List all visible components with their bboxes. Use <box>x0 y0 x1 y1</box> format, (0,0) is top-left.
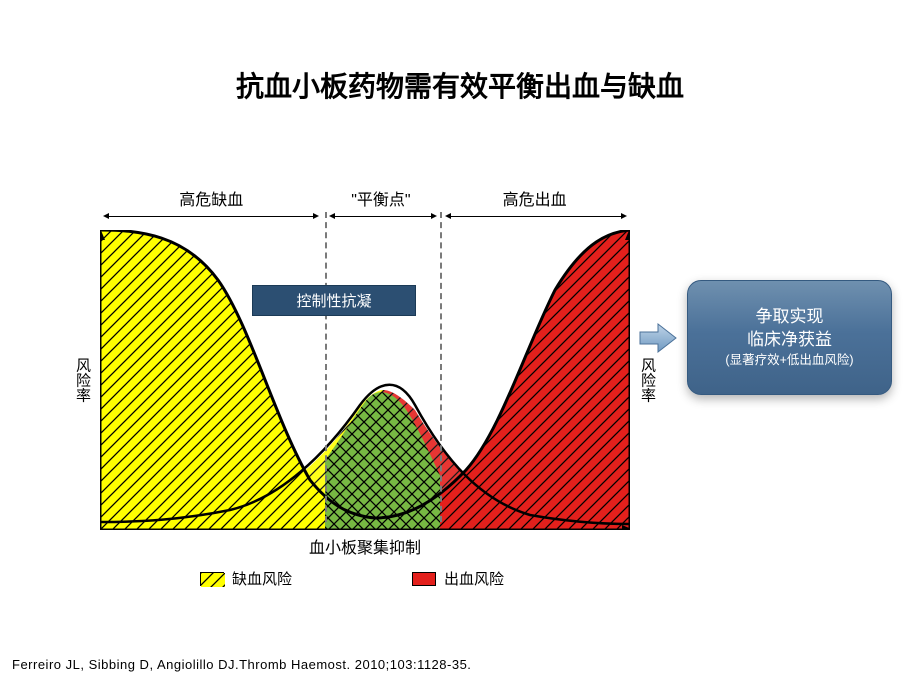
y-axis-right-label: 风险率 <box>637 358 658 403</box>
legend: 缺血风险 出血风险 <box>200 568 504 589</box>
swatch-yellow <box>200 572 224 586</box>
divider-right <box>440 212 442 522</box>
control-box: 控制性抗凝 <box>252 285 416 316</box>
zone-arrow-right <box>450 216 622 217</box>
zone-arrow-left <box>108 216 314 217</box>
chart-svg <box>100 230 630 530</box>
x-axis-label: 血小板聚集抑制 <box>309 534 421 558</box>
divider-left <box>325 212 327 522</box>
page-title: 抗血小板药物需有效平衡出血与缺血 <box>0 0 920 105</box>
zone-right-label: 高危出血 <box>439 186 630 210</box>
callout-line1: 争取实现 <box>694 306 885 329</box>
swatch-red <box>412 572 436 586</box>
plot: 风险率 风险率 血小板聚集抑制 控制性抗凝 <box>100 230 630 530</box>
zone-labels: 高危缺血 "平衡点" 高危出血 <box>100 186 630 210</box>
zone-arrow-mid <box>334 216 432 217</box>
callout-line3: (显著疗效+低出血风险) <box>694 352 885 370</box>
callout-line2: 临床净获益 <box>694 329 885 352</box>
zone-arrow-row <box>100 210 630 222</box>
y-axis-left-label: 风险率 <box>72 358 93 403</box>
callout-box: 争取实现 临床净获益 (显著疗效+低出血风险) <box>687 280 892 395</box>
zone-mid-label: "平衡点" <box>323 186 440 210</box>
chart-area: 高危缺血 "平衡点" 高危出血 <box>100 190 630 550</box>
legend-item-ischemia: 缺血风险 <box>200 568 292 589</box>
legend-right-label: 出血风险 <box>444 568 504 589</box>
callout-arrow <box>638 318 678 363</box>
legend-left-label: 缺血风险 <box>232 568 292 589</box>
citation: Ferreiro JL, Sibbing D, Angiolillo DJ.Th… <box>12 657 471 672</box>
zone-left-label: 高危缺血 <box>100 186 323 210</box>
legend-item-bleeding: 出血风险 <box>412 568 504 589</box>
